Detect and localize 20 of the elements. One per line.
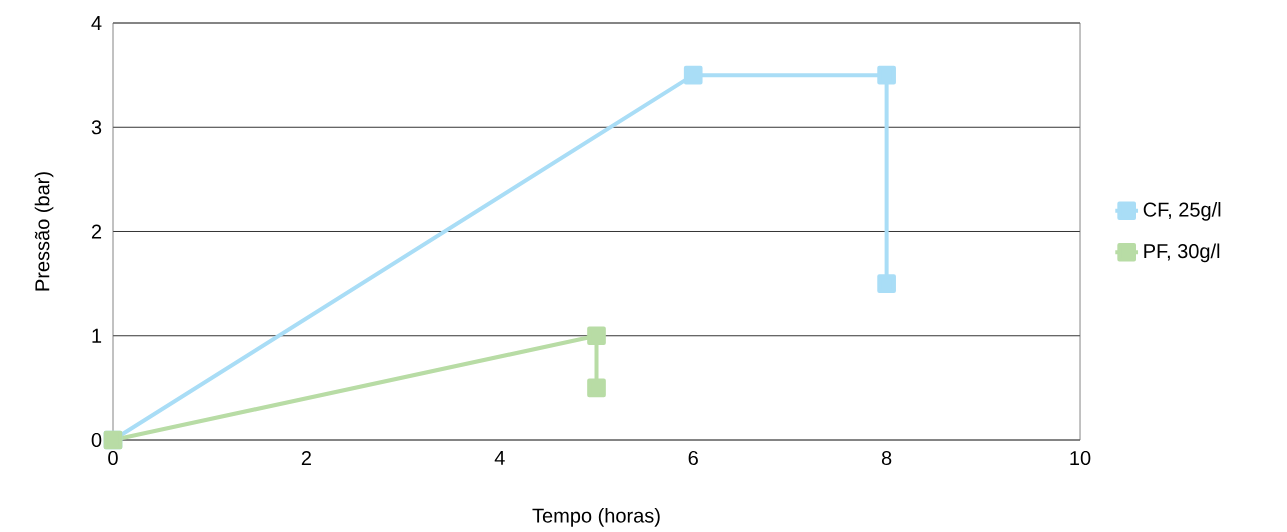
y-tick-label: 4 — [91, 16, 102, 30]
y-tick-label: 2 — [91, 224, 102, 239]
y-axis-title: Pressão (bar) — [34, 172, 54, 291]
y-tick-label: 3 — [91, 120, 102, 135]
point — [587, 326, 606, 346]
x-tick-label: 10 — [1070, 450, 1091, 466]
point — [587, 378, 606, 398]
point — [877, 274, 896, 293]
x-tick-label: 0 — [108, 450, 118, 466]
x-tick-label: 6 — [688, 450, 698, 466]
legend-label: PF, 30g/l — [1144, 243, 1220, 263]
x-tick-label: 4 — [494, 450, 505, 465]
y-tick-label: 0 — [91, 432, 102, 448]
point — [877, 65, 896, 85]
x-tick-label: 8 — [881, 450, 892, 466]
point — [683, 65, 703, 85]
legend-label: CF, 25g/l — [1143, 202, 1221, 221]
y-tick-label: 1 — [92, 328, 102, 343]
x-axis-title: Tempo (horas) — [532, 508, 660, 527]
x-tick-label: 2 — [301, 450, 311, 465]
